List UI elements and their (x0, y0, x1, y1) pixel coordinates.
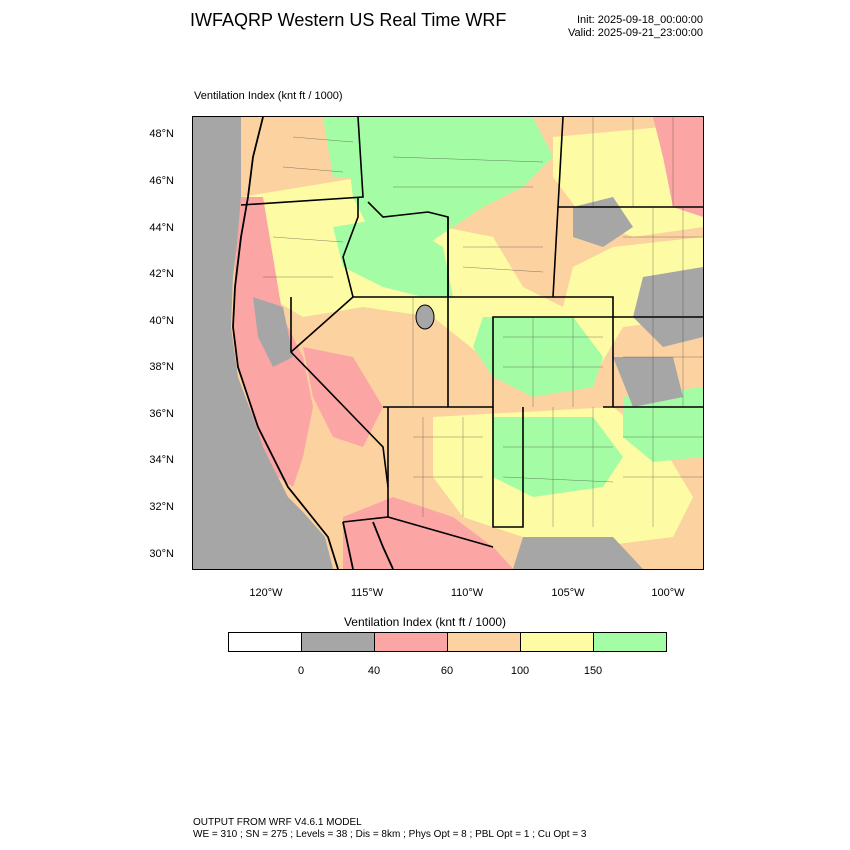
colorbar-swatch (229, 633, 302, 651)
model-info-line1: OUTPUT FROM WRF V4.6.1 MODEL (193, 817, 362, 828)
colorbar-label: 100 (510, 665, 530, 677)
model-info-line2: WE = 310 ; SN = 275 ; Levels = 38 ; Dis … (193, 829, 587, 840)
plot-title: IWFAQRP Western US Real Time WRF (190, 10, 507, 30)
colorbar-title: Ventilation Index (knt ft / 1000) (343, 615, 507, 629)
lat-label: 40°N (149, 315, 174, 327)
lat-label: 38°N (149, 361, 174, 373)
lon-label: 100°W (651, 587, 685, 599)
init-time: Init: 2025-09-18_00:00:00 (577, 14, 703, 26)
colorbar-swatch (375, 633, 448, 651)
colorbar-label: 40 (367, 665, 381, 677)
gray-zone-dakota (573, 197, 633, 247)
pink-zone-nevada (303, 347, 383, 447)
map-field-label: Ventilation Index (knt ft / 1000) (194, 90, 343, 102)
salt-lake (415, 304, 435, 330)
colorbar-swatch (521, 633, 594, 651)
gray-zone-california (253, 297, 293, 367)
lat-label: 46°N (149, 175, 174, 187)
gray-zone-nebraska (633, 267, 703, 347)
green-zone-idaho (333, 217, 453, 297)
colorbar-label: 0 (297, 665, 305, 677)
valid-time: Valid: 2025-09-21_23:00:00 (568, 27, 703, 39)
state-boundaries (240, 117, 703, 548)
colorbar-swatch (448, 633, 521, 651)
ventilation-map (193, 117, 703, 569)
coastline (232, 117, 339, 569)
lat-label: 42°N (149, 268, 174, 280)
gray-zone-kansas (613, 357, 683, 407)
green-zone-washington (323, 117, 368, 177)
lat-label: 36°N (149, 408, 174, 420)
lat-label: 48°N (149, 128, 174, 140)
colorbar-label: 60 (440, 665, 454, 677)
pink-zone-northeast (653, 117, 703, 217)
county-lines (263, 117, 703, 527)
gulf-coastline (342, 521, 394, 569)
lon-label: 120°W (249, 587, 283, 599)
lat-label: 44°N (149, 222, 174, 234)
lon-label: 115°W (350, 587, 384, 599)
lat-label: 32°N (149, 501, 174, 513)
colorbar (228, 632, 667, 652)
lon-label: 105°W (551, 587, 585, 599)
lat-label: 30°N (149, 548, 174, 560)
colorbar-label: 150 (583, 665, 603, 677)
green-zone-montana (343, 117, 553, 247)
colorbar-swatch (302, 633, 375, 651)
green-zone-newmexico (493, 417, 623, 497)
lat-label: 34°N (149, 454, 174, 466)
map-panel (192, 116, 704, 570)
gray-zone-gulf (513, 537, 643, 569)
lon-label: 110°W (450, 587, 484, 599)
colorbar-swatch (594, 633, 666, 651)
